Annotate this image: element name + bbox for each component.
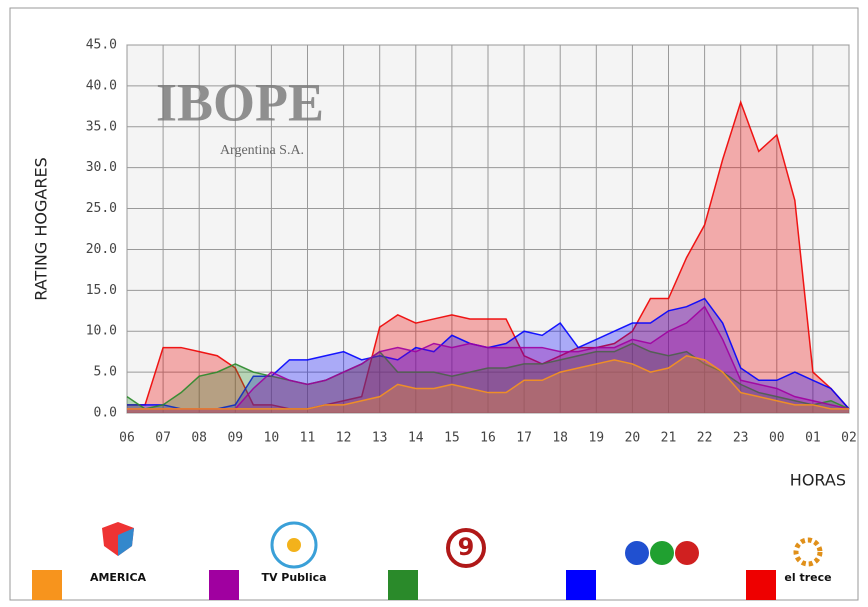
x-tick-label: 01 — [805, 431, 821, 446]
area-line — [127, 354, 849, 410]
x-tick-label: 09 — [227, 431, 243, 446]
x-tick-label: 00 — [769, 431, 785, 446]
y-tick-label: 5.0 — [94, 365, 117, 380]
x-axis-label: HORAS — [790, 471, 846, 490]
legend-label: 9 — [458, 533, 475, 561]
x-tick-label: 02 — [841, 431, 857, 446]
logo-icon — [287, 538, 301, 552]
x-tick-label: 23 — [733, 431, 749, 446]
area — [127, 343, 849, 413]
logo-icon — [625, 541, 649, 565]
area-line — [126, 342, 850, 410]
y-tick-label: 45.0 — [86, 38, 117, 53]
x-tick-label: 12 — [336, 431, 352, 446]
x-tick-label: 14 — [408, 431, 424, 446]
y-tick-label: 20.0 — [86, 242, 117, 257]
legend-swatch — [566, 570, 596, 600]
area — [127, 102, 849, 413]
x-tick-label: 22 — [697, 431, 713, 446]
x-tick-label: 10 — [264, 431, 280, 446]
y-tick-label: 35.0 — [86, 119, 117, 134]
y-tick-label: 40.0 — [86, 78, 117, 93]
logo-icon — [118, 528, 134, 556]
watermark: IBOPE — [156, 72, 324, 132]
x-tick-label: 16 — [480, 431, 496, 446]
y-tick-label: 0.0 — [94, 406, 117, 421]
x-tick-label: 08 — [191, 431, 207, 446]
logo-icon — [650, 541, 674, 565]
x-tick-label: 19 — [588, 431, 604, 446]
plot — [126, 44, 850, 414]
x-tick-label: 20 — [625, 431, 641, 446]
area — [127, 355, 849, 413]
area-line — [127, 99, 850, 410]
legend-swatch — [388, 570, 418, 600]
x-tick-label: 21 — [661, 431, 677, 446]
logo-icon — [270, 521, 318, 569]
x-tick-label: 15 — [444, 431, 460, 446]
legend-swatch — [32, 570, 62, 600]
legend-label: el trece — [784, 571, 831, 584]
legend-swatch — [209, 570, 239, 600]
x-tick-label: 06 — [119, 431, 135, 446]
legend-label: TV Publica — [261, 571, 326, 584]
x-tick-label: 07 — [155, 431, 171, 446]
x-tick-label: 17 — [516, 431, 532, 446]
x-tick-label: 18 — [552, 431, 568, 446]
x-tick-label: 11 — [300, 431, 316, 446]
area-line — [127, 305, 850, 410]
y-tick-label: 15.0 — [86, 283, 117, 298]
logo-icon — [793, 537, 823, 567]
area — [127, 306, 849, 413]
y-tick-label: 30.0 — [86, 160, 117, 175]
watermark-subtitle: Argentina S.A. — [220, 143, 304, 158]
logo-icon — [675, 541, 699, 565]
y-tick-label: 10.0 — [86, 324, 117, 339]
legend — [102, 521, 823, 569]
x-tick-label: 13 — [372, 431, 388, 446]
y-tick-label: 25.0 — [86, 201, 117, 216]
legend-label: AMERICA — [90, 571, 147, 584]
logo-icon — [446, 528, 486, 568]
legend-swatch — [746, 570, 776, 600]
y-axis-label: RATING HOGARES — [32, 157, 51, 300]
